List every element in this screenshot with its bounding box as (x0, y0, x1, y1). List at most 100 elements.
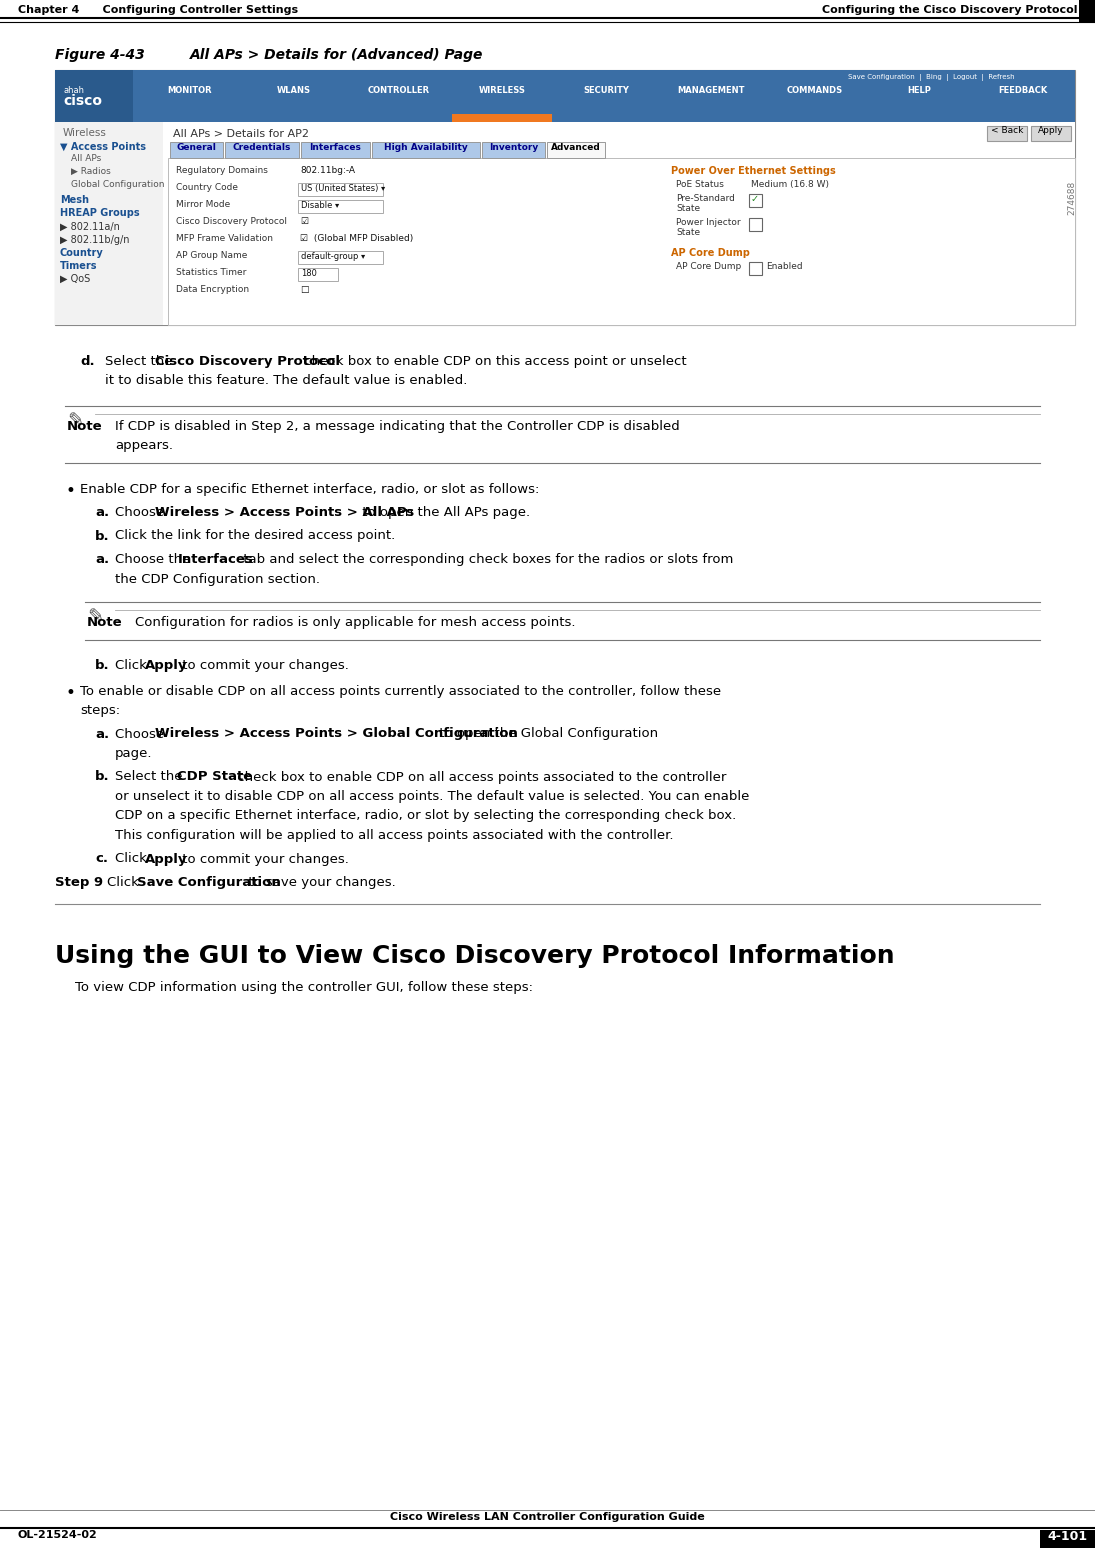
Text: Cisco Discovery Protocol: Cisco Discovery Protocol (176, 217, 287, 226)
Text: MANAGEMENT: MANAGEMENT (677, 87, 745, 94)
Text: Mirror Mode: Mirror Mode (176, 200, 230, 209)
Text: AP Core Dump: AP Core Dump (676, 262, 741, 271)
Bar (168, 158, 1075, 325)
Text: Interfaces: Interfaces (310, 142, 361, 152)
Text: Interfaces: Interfaces (178, 553, 254, 567)
Text: Statistics Timer: Statistics Timer (176, 268, 246, 277)
Text: Click the link for the desired access point.: Click the link for the desired access po… (115, 529, 395, 542)
Text: 274688: 274688 (1068, 181, 1076, 215)
Text: Chapter 4      Configuring Controller Settings: Chapter 4 Configuring Controller Setting… (18, 5, 298, 15)
Bar (298, 200, 383, 214)
Text: •: • (65, 684, 74, 703)
Text: Global Configuration: Global Configuration (71, 180, 164, 189)
Text: To enable or disable CDP on all access points currently associated to the contro: To enable or disable CDP on all access p… (80, 684, 722, 698)
Text: ✎: ✎ (67, 412, 83, 430)
Text: Save Configuration  |  Bing  |  Logout  |  Refresh: Save Configuration | Bing | Logout | Ref… (849, 74, 1015, 80)
Bar (55, 70, 1075, 122)
Bar (298, 268, 338, 282)
Text: Note: Note (87, 616, 123, 628)
Text: WLANS: WLANS (277, 87, 311, 94)
Text: All APs: All APs (71, 153, 101, 163)
Text: CONTROLLER: CONTROLLER (367, 87, 429, 94)
Text: All APs > Details for AP2: All APs > Details for AP2 (173, 128, 309, 139)
Text: ▶ QoS: ▶ QoS (60, 274, 90, 283)
Text: to commit your changes.: to commit your changes. (178, 853, 349, 865)
Text: ☑  (Global MFP Disabled): ☑ (Global MFP Disabled) (300, 234, 413, 243)
Text: Save Configuration: Save Configuration (137, 876, 280, 889)
Text: OL-21524-02: OL-21524-02 (18, 1529, 97, 1540)
Text: Figure 4-43: Figure 4-43 (55, 48, 145, 62)
Text: Data Encryption: Data Encryption (176, 285, 250, 294)
Text: WIRELESS: WIRELESS (479, 87, 526, 94)
Bar (170, 142, 222, 158)
Text: MONITOR: MONITOR (168, 87, 212, 94)
Text: Apply: Apply (145, 659, 187, 672)
Text: Mesh: Mesh (60, 195, 89, 204)
Text: c.: c. (95, 853, 108, 865)
Text: to commit your changes.: to commit your changes. (178, 659, 349, 672)
Text: AP Core Dump: AP Core Dump (671, 248, 750, 259)
Text: To view CDP information using the controller GUI, follow these steps:: To view CDP information using the contro… (74, 981, 533, 994)
Bar (749, 194, 762, 207)
Text: b.: b. (95, 529, 110, 542)
Text: Step 9: Step 9 (55, 876, 103, 889)
Text: State: State (676, 204, 700, 214)
Text: Power Over Ethernet Settings: Power Over Ethernet Settings (671, 166, 835, 176)
Text: steps:: steps: (80, 704, 120, 717)
Text: This configuration will be applied to all access points associated with the cont: This configuration will be applied to al… (115, 830, 673, 842)
Text: Cisco Wireless LAN Controller Configuration Guide: Cisco Wireless LAN Controller Configurat… (390, 1512, 705, 1522)
Text: Wireless > Access Points > All APs: Wireless > Access Points > All APs (155, 506, 414, 519)
Text: the CDP Configuration section.: the CDP Configuration section. (115, 573, 320, 585)
Text: Note: Note (67, 420, 103, 433)
Text: State: State (676, 228, 700, 237)
Bar (749, 262, 762, 276)
Text: Pre-Standard: Pre-Standard (676, 194, 735, 203)
Text: a.: a. (95, 728, 110, 740)
Text: Click: Click (107, 876, 143, 889)
Text: Apply: Apply (1038, 125, 1064, 135)
Text: 180: 180 (301, 269, 316, 279)
Text: Timers: Timers (60, 262, 97, 271)
Bar (548, 142, 606, 158)
Text: If CDP is disabled in Step 2, a message indicating that the Controller CDP is di: If CDP is disabled in Step 2, a message … (115, 420, 680, 433)
Text: < Back: < Back (991, 125, 1023, 135)
Text: Wireless > Access Points > Global Configuration: Wireless > Access Points > Global Config… (155, 728, 518, 740)
Text: Country: Country (60, 248, 104, 259)
Text: COMMANDS: COMMANDS (786, 87, 843, 94)
Text: ✎: ✎ (87, 608, 103, 627)
Text: ▶ 802.11a/n: ▶ 802.11a/n (60, 221, 119, 232)
Text: Power Injector: Power Injector (676, 218, 740, 228)
Text: AP Group Name: AP Group Name (176, 251, 247, 260)
Bar (452, 115, 553, 122)
Bar (482, 142, 545, 158)
Text: Choose: Choose (115, 728, 169, 740)
Bar (372, 142, 480, 158)
Text: CDP State: CDP State (177, 771, 252, 783)
Text: b.: b. (95, 771, 110, 783)
Text: tab and select the corresponding check boxes for the radios or slots from: tab and select the corresponding check b… (239, 553, 734, 567)
Text: •: • (65, 483, 74, 500)
Bar (987, 125, 1027, 141)
Bar (1040, 1529, 1095, 1548)
Bar (55, 70, 1075, 325)
Text: cisco: cisco (64, 94, 102, 108)
Text: appears.: appears. (115, 440, 173, 452)
Text: Configuration for radios is only applicable for mesh access points.: Configuration for radios is only applica… (135, 616, 576, 628)
Text: General: General (176, 142, 216, 152)
Text: Using the GUI to View Cisco Discovery Protocol Information: Using the GUI to View Cisco Discovery Pr… (55, 943, 895, 968)
Text: Click: Click (115, 659, 151, 672)
Text: Regulatory Domains: Regulatory Domains (176, 166, 268, 175)
Text: to open the Global Configuration: to open the Global Configuration (435, 728, 658, 740)
Text: Choose: Choose (115, 506, 169, 519)
Text: to open the All APs page.: to open the All APs page. (358, 506, 530, 519)
Text: b.: b. (95, 659, 110, 672)
Text: Select the: Select the (115, 771, 187, 783)
Text: 802.11bg:-A: 802.11bg:-A (300, 166, 355, 175)
Text: Enable CDP for a specific Ethernet interface, radio, or slot as follows:: Enable CDP for a specific Ethernet inter… (80, 483, 540, 495)
Text: Enabled: Enabled (766, 262, 803, 271)
Text: Advanced: Advanced (551, 142, 601, 152)
Text: PoE Status: PoE Status (676, 180, 724, 189)
Text: CDP on a specific Ethernet interface, radio, or slot by selecting the correspond: CDP on a specific Ethernet interface, ra… (115, 810, 736, 822)
Text: it to disable this feature. The default value is enabled.: it to disable this feature. The default … (105, 375, 468, 387)
Bar (55, 70, 132, 122)
